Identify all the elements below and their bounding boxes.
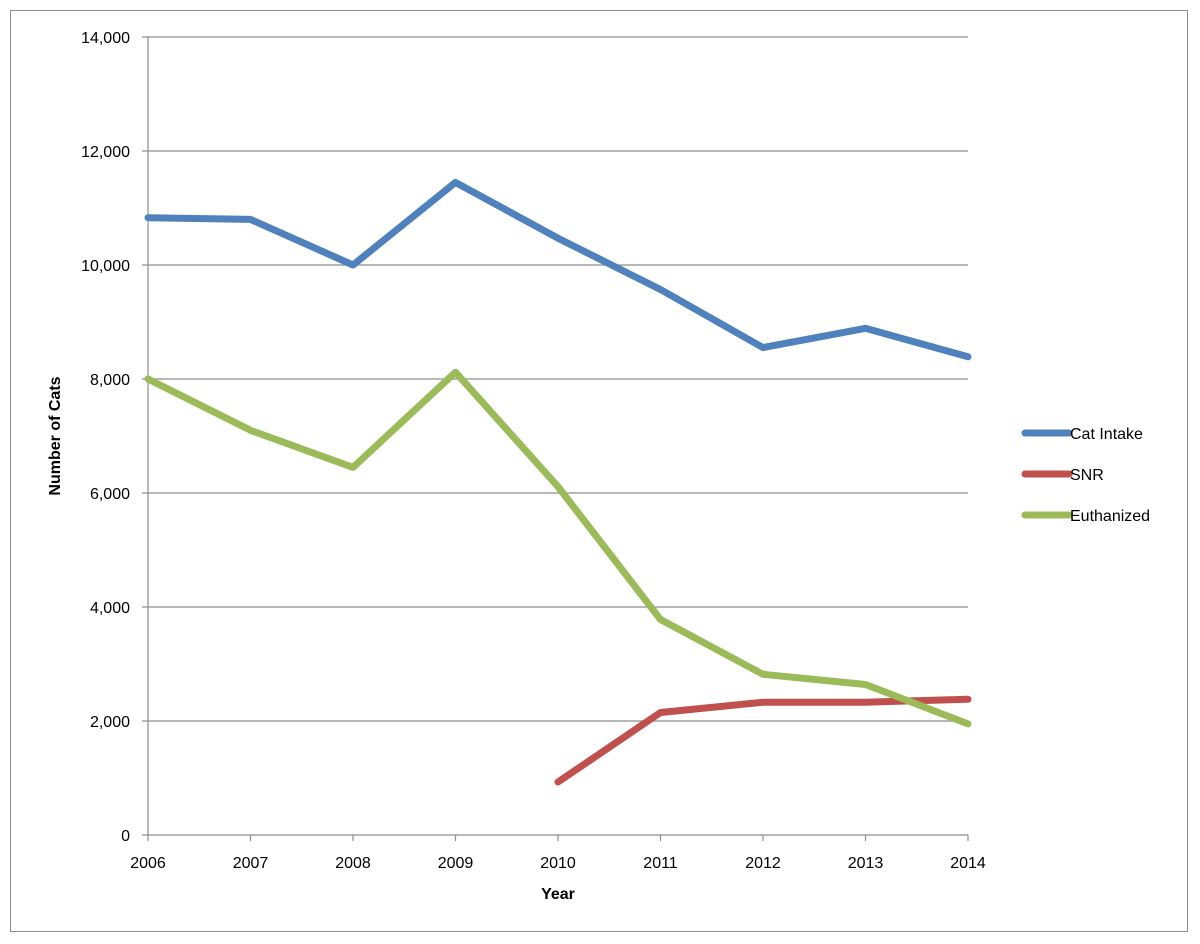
series-line-snr bbox=[554, 695, 972, 786]
y-tick-label: 8,000 bbox=[90, 372, 130, 389]
axes bbox=[142, 36, 969, 841]
y-tick-label: 4,000 bbox=[90, 600, 130, 617]
series-lines bbox=[144, 178, 972, 786]
series-line-cat-intake bbox=[144, 178, 972, 361]
y-tick-label: 6,000 bbox=[90, 486, 130, 503]
legend: Cat Intake SNR Euthanized bbox=[1021, 426, 1150, 525]
x-tick-label: 2011 bbox=[643, 855, 678, 872]
x-tick-labels: 2006 2007 2008 2009 2010 2011 2012 2013 2014 bbox=[130, 855, 986, 872]
series-line-euthanized bbox=[144, 368, 972, 728]
y-tick-label: 12,000 bbox=[81, 144, 130, 161]
y-tick-label: 10,000 bbox=[81, 258, 130, 275]
y-tick-label: 14,000 bbox=[81, 30, 130, 47]
x-tick-label: 2014 bbox=[950, 855, 986, 872]
y-tick-label: 0 bbox=[121, 828, 130, 845]
x-tick-label: 2009 bbox=[438, 855, 474, 872]
y-tick-label: 2,000 bbox=[90, 714, 130, 731]
x-tick-label: 2006 bbox=[130, 855, 166, 872]
legend-label: Euthanized bbox=[1070, 508, 1150, 525]
legend-label: Cat Intake bbox=[1070, 426, 1143, 443]
x-tick-label: 2012 bbox=[745, 855, 781, 872]
legend-label: SNR bbox=[1070, 467, 1104, 484]
x-axis-title: Year bbox=[541, 886, 575, 903]
x-tick-label: 2008 bbox=[335, 855, 371, 872]
y-tick-labels: 0 2,000 4,000 6,000 8,000 10,000 12,000 14,000 bbox=[81, 30, 130, 845]
y-axis-title: Number of Cats bbox=[47, 376, 64, 495]
chart-frame bbox=[10, 10, 1188, 932]
x-tick-label: 2010 bbox=[540, 855, 576, 872]
x-tick-label: 2007 bbox=[233, 855, 269, 872]
gridlines bbox=[148, 36, 968, 722]
x-tick-label: 2013 bbox=[848, 855, 884, 872]
